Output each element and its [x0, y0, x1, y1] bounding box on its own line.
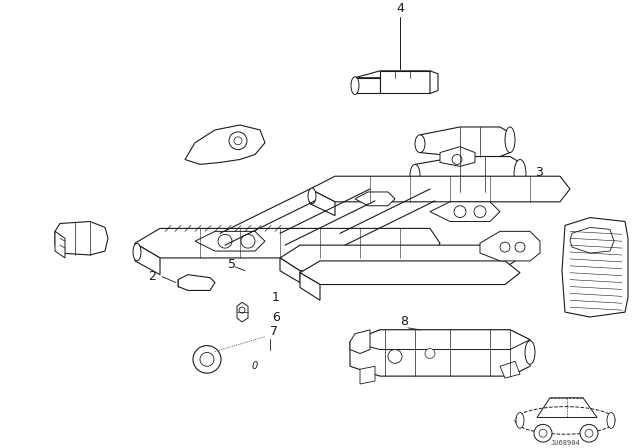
Polygon shape — [355, 192, 395, 206]
Circle shape — [200, 353, 214, 366]
Text: 4: 4 — [396, 2, 404, 15]
Polygon shape — [415, 156, 520, 192]
Circle shape — [218, 234, 232, 248]
Polygon shape — [195, 231, 265, 251]
Polygon shape — [355, 71, 430, 78]
Circle shape — [539, 429, 547, 437]
Polygon shape — [280, 258, 300, 283]
Polygon shape — [430, 202, 500, 221]
Ellipse shape — [525, 340, 535, 364]
Polygon shape — [360, 366, 375, 384]
Polygon shape — [500, 362, 520, 378]
Polygon shape — [420, 127, 510, 156]
Ellipse shape — [415, 135, 425, 153]
Ellipse shape — [515, 407, 615, 434]
Text: 3: 3 — [535, 166, 543, 179]
Circle shape — [234, 137, 242, 145]
Circle shape — [515, 242, 525, 252]
Polygon shape — [310, 189, 335, 215]
Polygon shape — [300, 273, 320, 300]
Polygon shape — [280, 245, 520, 271]
Polygon shape — [55, 231, 65, 258]
Circle shape — [388, 349, 402, 363]
Ellipse shape — [514, 159, 526, 189]
Text: 5: 5 — [228, 258, 236, 271]
Ellipse shape — [607, 413, 615, 428]
Ellipse shape — [410, 164, 420, 186]
Polygon shape — [350, 330, 530, 349]
Text: 1: 1 — [272, 291, 280, 304]
Circle shape — [454, 206, 466, 218]
Polygon shape — [350, 330, 530, 376]
Circle shape — [193, 345, 221, 373]
Ellipse shape — [133, 243, 141, 261]
Text: 6: 6 — [272, 310, 280, 323]
Polygon shape — [310, 176, 570, 202]
Text: 8: 8 — [400, 315, 408, 328]
Ellipse shape — [308, 188, 316, 204]
Polygon shape — [185, 125, 265, 164]
Polygon shape — [135, 228, 440, 258]
Circle shape — [580, 424, 598, 442]
Circle shape — [585, 429, 593, 437]
Polygon shape — [350, 330, 370, 353]
Ellipse shape — [505, 127, 515, 153]
Polygon shape — [440, 146, 475, 166]
Text: JU68904: JU68904 — [550, 440, 580, 446]
Polygon shape — [355, 78, 380, 94]
Polygon shape — [178, 275, 215, 290]
Circle shape — [474, 206, 486, 218]
Ellipse shape — [351, 77, 359, 95]
Polygon shape — [562, 218, 628, 317]
Circle shape — [239, 307, 245, 313]
Polygon shape — [300, 261, 520, 284]
Circle shape — [229, 132, 247, 150]
Polygon shape — [55, 221, 108, 255]
Text: 2: 2 — [148, 270, 156, 283]
Polygon shape — [480, 231, 540, 261]
Polygon shape — [237, 302, 248, 322]
Polygon shape — [430, 71, 438, 94]
Circle shape — [452, 155, 462, 164]
Polygon shape — [135, 243, 160, 275]
Circle shape — [425, 349, 435, 358]
Circle shape — [241, 234, 255, 248]
Ellipse shape — [516, 413, 524, 428]
Circle shape — [500, 242, 510, 252]
Polygon shape — [380, 71, 430, 94]
Polygon shape — [570, 228, 614, 253]
Circle shape — [534, 424, 552, 442]
Text: 7: 7 — [270, 325, 278, 338]
Text: 0: 0 — [252, 361, 258, 371]
